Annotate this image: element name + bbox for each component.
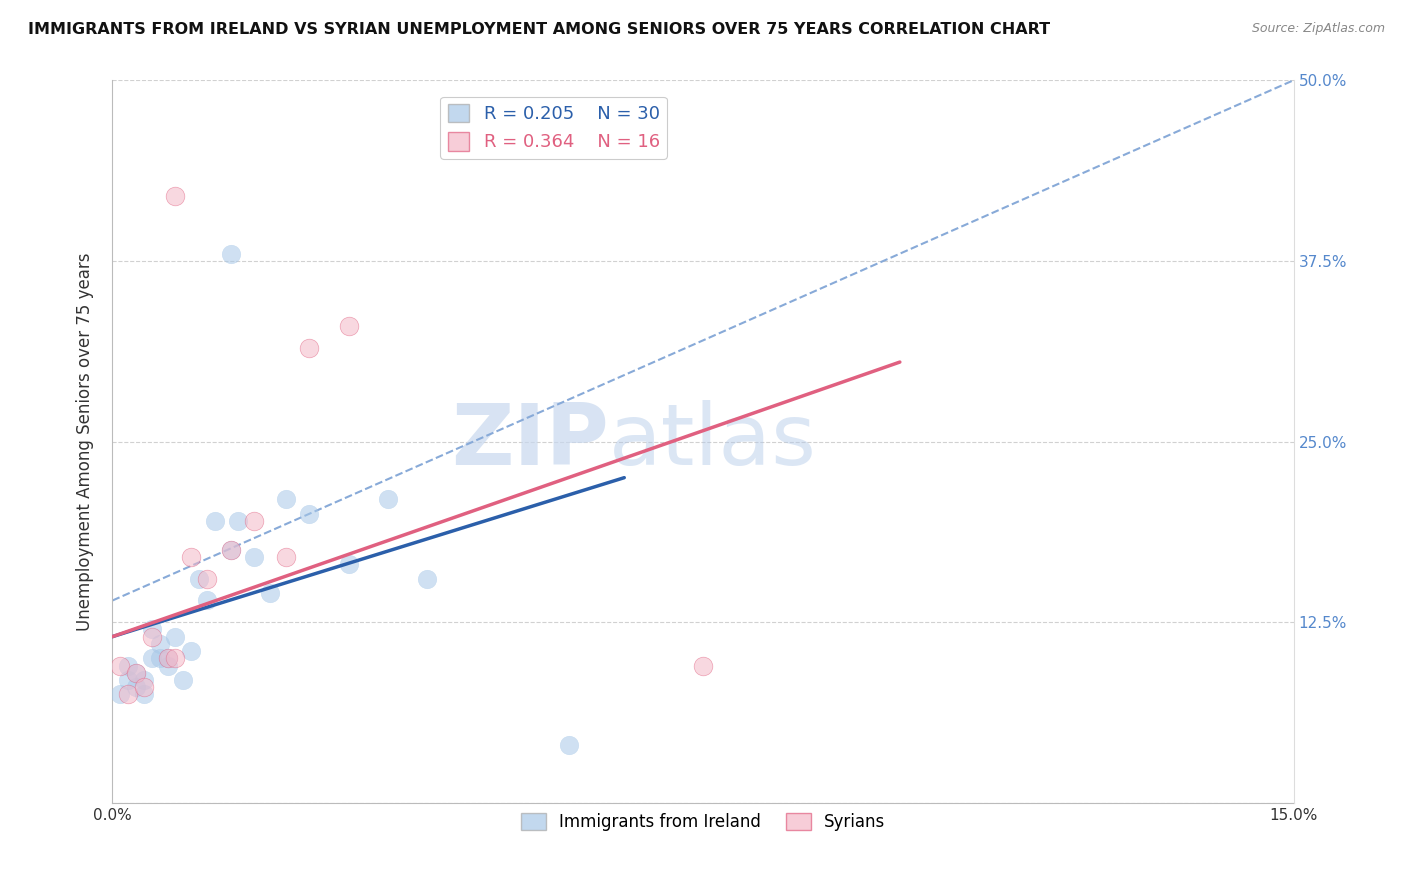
Point	[274, 492, 297, 507]
Point	[259, 586, 281, 600]
Text: IMMIGRANTS FROM IRELAND VS SYRIAN UNEMPLOYMENT AMONG SENIORS OVER 75 YEARS CORRE: IMMIGRANTS FROM IRELAND VS SYRIAN UNEMPL…	[28, 22, 1050, 37]
Point	[149, 651, 172, 665]
Point	[132, 680, 155, 694]
Point	[219, 542, 242, 557]
Text: atlas: atlas	[609, 400, 817, 483]
Point	[141, 630, 163, 644]
Point	[165, 630, 187, 644]
Point	[274, 550, 297, 565]
Text: ZIP: ZIP	[451, 400, 609, 483]
Point	[132, 687, 155, 701]
Text: Source: ZipAtlas.com: Source: ZipAtlas.com	[1251, 22, 1385, 36]
Point	[156, 651, 179, 665]
Point	[337, 318, 360, 333]
Point	[149, 637, 172, 651]
Point	[337, 558, 360, 572]
Point	[243, 550, 266, 565]
Point	[141, 623, 163, 637]
Point	[219, 542, 242, 557]
Point	[180, 644, 202, 658]
Point	[204, 514, 226, 528]
Point	[117, 673, 139, 687]
Point	[117, 687, 139, 701]
Point	[117, 658, 139, 673]
Point	[243, 514, 266, 528]
Y-axis label: Unemployment Among Seniors over 75 years: Unemployment Among Seniors over 75 years	[76, 252, 94, 631]
Point	[195, 593, 218, 607]
Point	[219, 246, 242, 260]
Point	[132, 673, 155, 687]
Point	[125, 665, 148, 680]
Point	[141, 651, 163, 665]
Point	[156, 651, 179, 665]
Point	[195, 572, 218, 586]
Point	[298, 507, 321, 521]
Point	[180, 550, 202, 565]
Point	[125, 680, 148, 694]
Point	[165, 189, 187, 203]
Point	[298, 341, 321, 355]
Point	[228, 514, 250, 528]
Point	[172, 673, 194, 687]
Point	[156, 658, 179, 673]
Legend: Immigrants from Ireland, Syrians: Immigrants from Ireland, Syrians	[515, 806, 891, 838]
Point	[416, 572, 439, 586]
Point	[692, 658, 714, 673]
Point	[558, 738, 581, 752]
Point	[377, 492, 399, 507]
Point	[110, 658, 132, 673]
Point	[165, 651, 187, 665]
Point	[188, 572, 211, 586]
Point	[125, 665, 148, 680]
Point	[110, 687, 132, 701]
